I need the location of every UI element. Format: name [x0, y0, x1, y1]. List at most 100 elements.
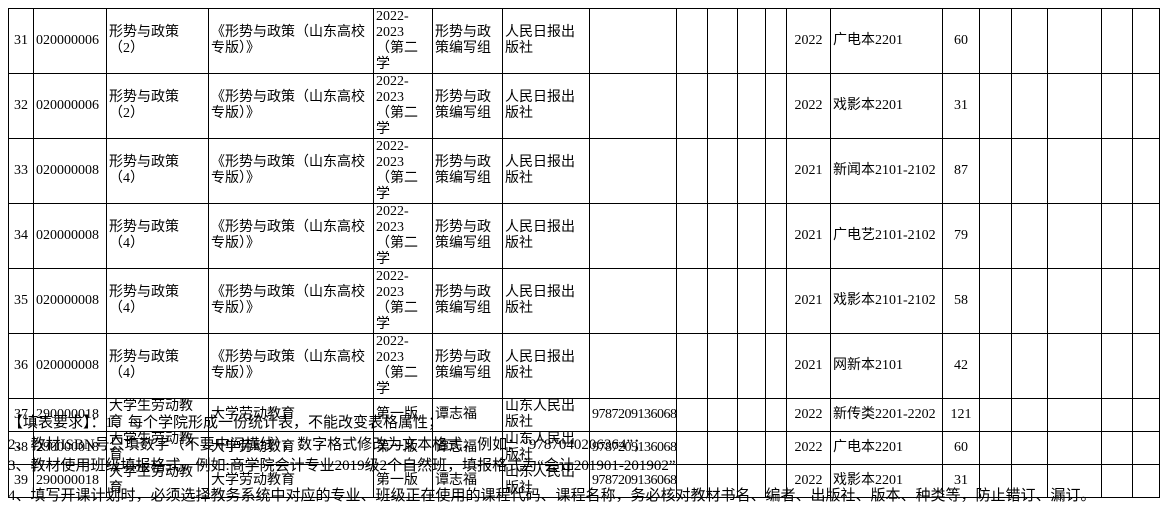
cell-author: 形势与政策编写组	[432, 268, 503, 334]
cell-blank1	[676, 138, 708, 204]
cell-blank5	[979, 203, 1012, 269]
cell-blank6	[1011, 8, 1048, 74]
cell-class_name: 广电艺2101-2102	[830, 203, 943, 269]
cell-blank7	[1047, 8, 1102, 74]
cell-code: 290000018	[33, 398, 107, 432]
cell-qty: 42	[942, 333, 980, 399]
cell-blank7	[1047, 73, 1102, 139]
cell-blank2	[707, 268, 738, 334]
cell-course: 形势与政策（4）	[106, 138, 209, 204]
form-notes: 【填表要求】：1、每个学院形成一份统计表，不能改变表格属性； 2、教材ISBN号…	[8, 413, 1118, 507]
cell-code: 020000006	[33, 8, 107, 74]
table-row: 37 290000018 大学生劳动教育 大学劳动教育 第一版 谭志福 山东人民出版社 978…	[8, 398, 1160, 432]
textbook-order-table: 31 020000006 形势与政策（2） 《形势与政策（山东高校专版）》 2022-2…	[8, 8, 1160, 498]
cell-class_name: 戏影本2101-2102	[830, 268, 943, 334]
cell-year: 2022	[786, 8, 831, 74]
cell-blank6	[1011, 203, 1048, 269]
cell-class_name: 戏影本2201	[830, 73, 943, 139]
cell-blank5	[979, 398, 1012, 432]
cell-blank9	[1132, 203, 1160, 269]
cell-blank9	[1132, 464, 1160, 498]
cell-edition: 2022-2023（第二学	[373, 268, 433, 334]
cell-blank9	[1132, 398, 1160, 432]
cell-code: 020000008	[33, 268, 107, 334]
cell-book: 《形势与政策（山东高校专版）》	[208, 333, 374, 399]
cell-class_name: 新传类2201-2202	[830, 398, 943, 432]
cell-book: 《形势与政策（山东高校专版）》	[208, 138, 374, 204]
cell-publisher: 人民日报出版社	[502, 138, 590, 204]
cell-blank6	[1011, 464, 1048, 498]
cell-blank5	[979, 138, 1012, 204]
cell-book: 大学劳动教育	[208, 398, 374, 432]
cell-class_name: 网新本2101	[830, 333, 943, 399]
cell-no: 34	[8, 203, 34, 269]
table-row: 35 020000008 形势与政策（4） 《形势与政策（山东高校专版）》 2022-2…	[8, 268, 1160, 334]
cell-blank5	[979, 268, 1012, 334]
note-line-2: 2、教材ISBN号只填数字（不要中间横线），数字格式修改为文本格式，例如：“97…	[8, 436, 648, 453]
table-row: 39 290000018 大学生劳动教育 大学劳动教育 第一版 谭志福 山东人民出版社 978…	[8, 464, 1160, 498]
table-row: 32 020000006 形势与政策（2） 《形势与政策（山东高校专版）》 2022-2…	[8, 73, 1160, 139]
cell-publisher: 山东人民出版社	[502, 431, 590, 465]
cell-course: 大学生劳动教育	[106, 431, 209, 465]
cell-edition: 2022-2023（第二学	[373, 203, 433, 269]
cell-blank9	[1132, 138, 1160, 204]
cell-qty: 121	[942, 398, 980, 432]
cell-author: 谭志福	[432, 398, 503, 432]
cell-blank8	[1101, 464, 1133, 498]
note-line-3: 3、教材使用班级填报格式，例如:商学院会计专业2019级2个自然班，填报格式为“…	[8, 458, 676, 474]
table-row: 34 020000008 形势与政策（4） 《形势与政策（山东高校专版）》 2022-2…	[8, 203, 1160, 269]
table-row: 31 020000006 形势与政策（2） 《形势与政策（山东高校专版）》 2022-2…	[8, 8, 1160, 74]
cell-isbn	[589, 138, 677, 204]
cell-blank1	[676, 203, 708, 269]
cell-blank6	[1011, 73, 1048, 139]
cell-blank4	[765, 203, 787, 269]
cell-blank8	[1101, 138, 1133, 204]
cell-blank9	[1132, 431, 1160, 465]
cell-code: 290000018	[33, 464, 107, 498]
cell-blank9	[1132, 73, 1160, 139]
table-row: 36 020000008 形势与政策（4） 《形势与政策（山东高校专版）》 2022-2…	[8, 333, 1160, 399]
cell-blank4	[765, 138, 787, 204]
cell-edition: 第一版	[373, 464, 433, 498]
cell-blank2	[707, 138, 738, 204]
cell-isbn: 9787209136068	[589, 398, 677, 432]
cell-author: 谭志福	[432, 431, 503, 465]
cell-course: 大学生劳动教育	[106, 398, 209, 432]
cell-edition: 2022-2023（第二学	[373, 138, 433, 204]
cell-course: 形势与政策（4）	[106, 268, 209, 334]
cell-author: 形势与政策编写组	[432, 8, 503, 74]
cell-year: 2021	[786, 203, 831, 269]
cell-book: 《形势与政策（山东高校专版）》	[208, 268, 374, 334]
cell-blank9	[1132, 333, 1160, 399]
cell-blank9	[1132, 8, 1160, 74]
cell-no: 31	[8, 8, 34, 74]
cell-course: 形势与政策（2）	[106, 73, 209, 139]
cell-isbn	[589, 203, 677, 269]
cell-publisher: 山东人民出版社	[502, 464, 590, 498]
cell-blank7	[1047, 138, 1102, 204]
cell-year: 2022	[786, 464, 831, 498]
cell-blank5	[979, 333, 1012, 399]
cell-edition: 2022-2023（第二学	[373, 333, 433, 399]
cell-year: 2022	[786, 431, 831, 465]
cell-blank1	[676, 268, 708, 334]
cell-year: 2021	[786, 268, 831, 334]
cell-blank8	[1101, 73, 1133, 139]
cell-publisher: 人民日报出版社	[502, 203, 590, 269]
note-line-1: 【填表要求】：1、每个学院形成一份统计表，不能改变表格属性；	[8, 415, 444, 431]
cell-blank3	[737, 8, 766, 74]
cell-no: 33	[8, 138, 34, 204]
cell-blank4	[765, 268, 787, 334]
cell-blank4	[765, 8, 787, 74]
cell-year: 2021	[786, 138, 831, 204]
cell-author: 形势与政策编写组	[432, 138, 503, 204]
cell-code: 290000018	[33, 431, 107, 465]
cell-blank7	[1047, 333, 1102, 399]
cell-no: 32	[8, 73, 34, 139]
cell-isbn	[589, 268, 677, 334]
cell-author: 形势与政策编写组	[432, 203, 503, 269]
cell-no: 38	[8, 431, 34, 465]
cell-blank7	[1047, 203, 1102, 269]
cell-book: 《形势与政策（山东高校专版）》	[208, 203, 374, 269]
